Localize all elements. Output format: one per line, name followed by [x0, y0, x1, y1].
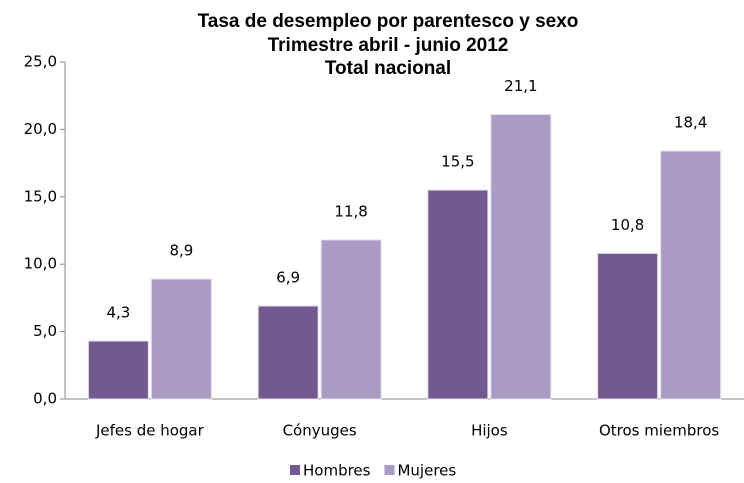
y-tick-label: 20,0 — [24, 120, 57, 138]
legend-label: Mujeres — [397, 462, 456, 480]
value-label: 15,5 — [441, 153, 474, 171]
value-label: 21,1 — [504, 77, 537, 95]
chart-subtitle: Total nacional — [325, 58, 451, 79]
y-tick-label: 5,0 — [33, 322, 57, 340]
chart-title: Tasa de desempleo por parentesco y sexo — [198, 11, 579, 32]
bar — [257, 305, 319, 400]
legend-swatch — [290, 465, 300, 475]
bar — [660, 150, 722, 400]
value-label: 11,8 — [334, 202, 367, 220]
y-tick-label: 15,0 — [24, 187, 57, 205]
value-label: 18,4 — [674, 113, 707, 131]
y-tick-label: 10,0 — [24, 255, 57, 273]
x-tick-label: Otros miembros — [599, 422, 719, 440]
value-label: 10,8 — [611, 216, 644, 234]
bar — [427, 189, 489, 400]
y-tick-label: 25,0 — [24, 53, 57, 71]
bar — [320, 239, 382, 400]
bar — [87, 340, 149, 400]
y-tick-label: 0,0 — [33, 390, 57, 408]
value-label: 6,9 — [276, 268, 300, 286]
x-tick-label: Cónyuges — [283, 422, 357, 440]
bar — [597, 252, 659, 400]
bar — [150, 278, 212, 400]
x-tick-label: Hijos — [471, 422, 508, 440]
value-label: 8,9 — [169, 242, 193, 260]
value-label: 4,3 — [106, 304, 130, 322]
legend-swatch — [384, 465, 395, 475]
legend-label: Hombres — [303, 462, 371, 480]
bar — [490, 114, 552, 400]
x-tick-label: Jefes de hogar — [95, 422, 205, 440]
chart-subtitle: Trimestre abril - junio 2012 — [268, 35, 509, 56]
